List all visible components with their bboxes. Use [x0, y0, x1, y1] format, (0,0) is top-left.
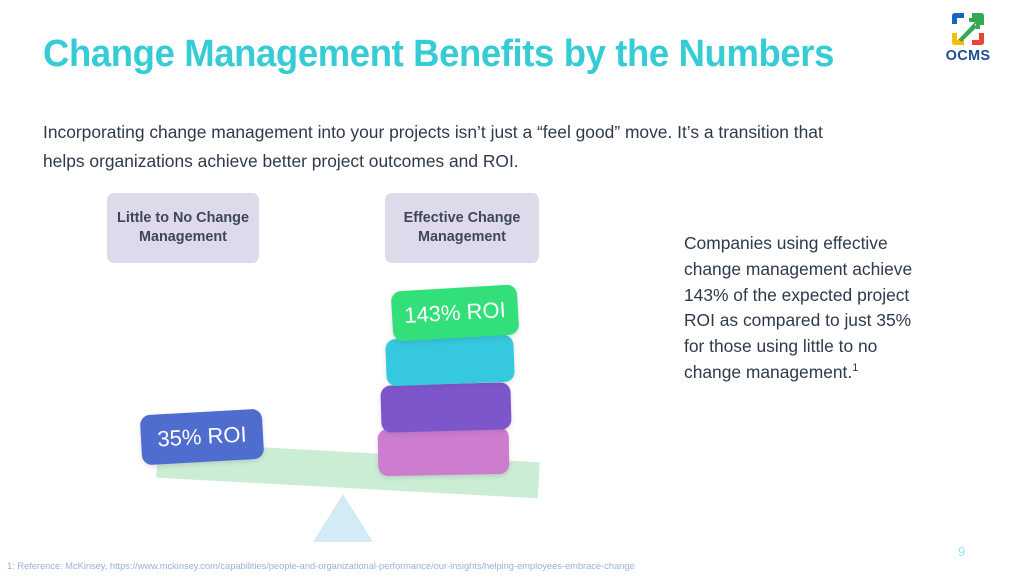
seesaw-fulcrum-triangle [313, 494, 373, 542]
category-label-little-to-no-change-management: Little to No Change Management [107, 193, 259, 263]
ocms-arrow-logo-icon [952, 13, 984, 45]
callout-text: Companies using effective change managem… [684, 233, 913, 382]
bar-effective-pink [377, 426, 510, 477]
intro-paragraph: Incorporating change management into you… [43, 122, 823, 171]
callout-paragraph: Companies using effective change managem… [684, 231, 929, 386]
bar-effective-143-roi: 143% ROI [390, 284, 520, 342]
logo-wordmark: OCMS [945, 48, 991, 64]
category-label-effective-change-management: Effective Change Management [385, 193, 539, 263]
bar-effective-cyan [385, 334, 515, 387]
page-title: Change Management Benefits by the Number… [43, 33, 835, 75]
page-number: 9 [958, 544, 966, 559]
brand-logo[interactable]: OCMS [935, 8, 1001, 70]
bar-little-to-no-35-roi: 35% ROI [139, 408, 265, 466]
callout-footnote-marker: 1 [852, 362, 859, 375]
footnote-reference[interactable]: 1: Reference: McKinsey, https://www.mcki… [7, 560, 635, 571]
bar-effective-purple [380, 382, 512, 433]
